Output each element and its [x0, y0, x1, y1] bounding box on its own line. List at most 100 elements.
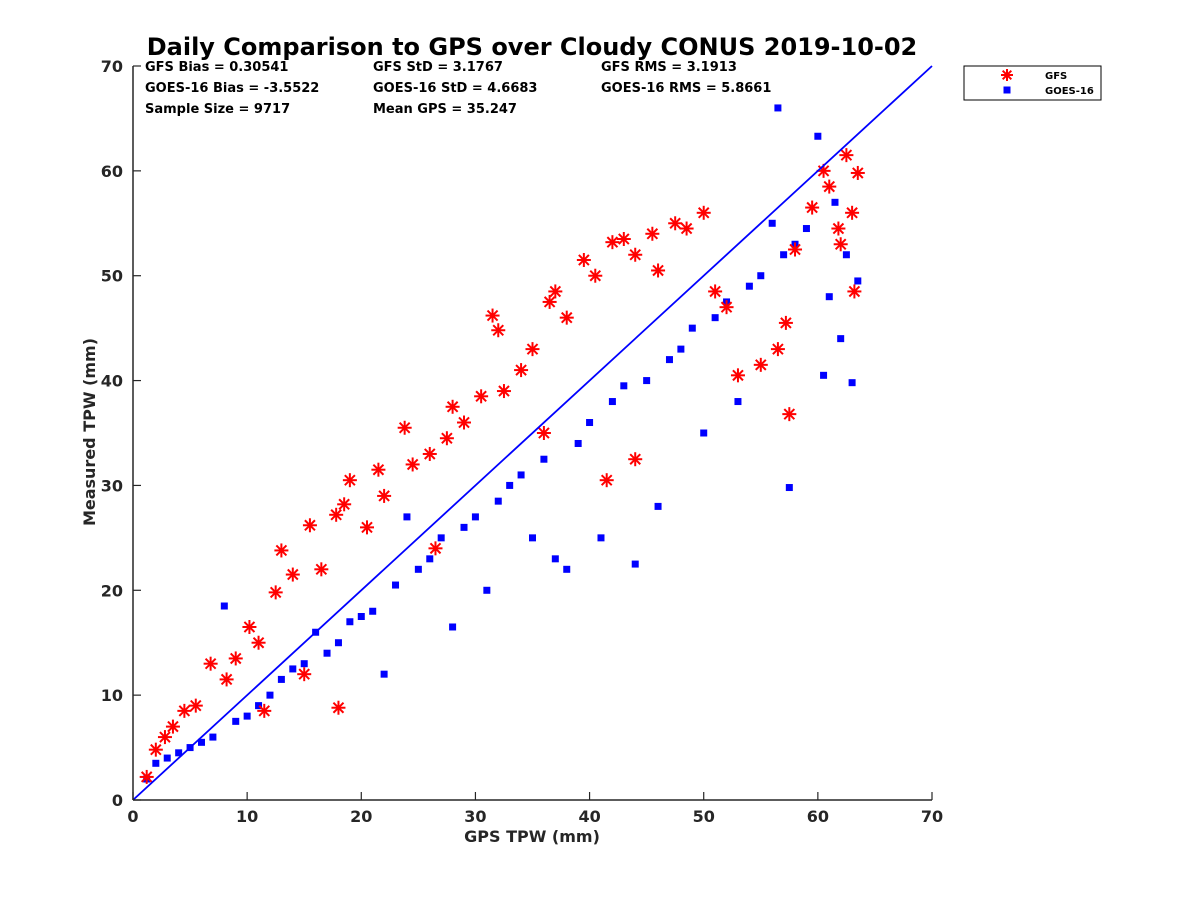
gfs-point — [297, 667, 312, 682]
gfs-point — [525, 342, 540, 357]
goes-point — [300, 660, 308, 668]
gfs-point — [668, 216, 683, 231]
stats-block: GFS Bias = 0.30541 GFS StD = 3.1767 GFS … — [145, 60, 771, 117]
gfs-point — [139, 769, 154, 784]
gfs-point — [845, 205, 860, 220]
y-tick-label: 0 — [112, 791, 123, 810]
goes-point — [197, 738, 205, 746]
goes-point — [494, 497, 502, 505]
x-tick-label: 0 — [127, 807, 138, 826]
gfs-point — [822, 179, 837, 194]
goes-point — [357, 613, 365, 620]
gfs-point — [542, 294, 557, 309]
goes-point — [163, 754, 171, 762]
goes-point — [483, 586, 491, 594]
y-tick-label: 10 — [101, 686, 123, 705]
gfs-point — [536, 426, 551, 440]
gfs-point — [708, 284, 723, 299]
x-tick-label: 30 — [464, 807, 486, 826]
axes: 0 10 20 30 40 50 60 70 0 10 20 30 40 50 60 70 — [101, 57, 943, 826]
gfs-point — [788, 242, 803, 257]
legend-goes-marker — [1003, 86, 1011, 94]
goes-point — [449, 623, 457, 631]
goes-point — [780, 251, 788, 259]
gfs-point — [268, 585, 283, 600]
gfs-point — [285, 567, 300, 582]
gfs-point — [219, 672, 234, 687]
stat-sample-size: Sample Size = 9717 — [145, 102, 290, 117]
goes-point — [334, 639, 342, 647]
x-tick-label: 10 — [236, 807, 258, 826]
goes-point — [574, 439, 582, 447]
legend: GFS GOES-16 — [963, 65, 1102, 101]
gfs-point — [302, 518, 317, 533]
gfs-point — [397, 420, 412, 435]
x-tick-label: 20 — [350, 807, 372, 826]
gfs-point — [188, 698, 203, 713]
stat-gfs-bias: GFS Bias = 0.30541 — [145, 60, 288, 75]
goes-point — [323, 649, 331, 657]
legend-box — [963, 65, 1102, 101]
goes-point — [563, 565, 571, 573]
goes-point — [831, 198, 839, 206]
gfs-point — [485, 308, 500, 323]
goes-point — [403, 513, 411, 521]
gfs-point — [177, 703, 192, 718]
gfs-point — [599, 473, 614, 488]
gfs-point — [778, 315, 793, 330]
series-gfs — [139, 148, 865, 784]
goes-point — [814, 132, 822, 140]
goes-point — [757, 272, 765, 280]
gfs-point — [628, 247, 643, 262]
gfs-point — [496, 384, 511, 399]
gfs-point — [833, 237, 848, 252]
gfs-point — [445, 399, 460, 414]
gfs-point — [782, 407, 797, 422]
goes-point — [517, 471, 525, 479]
goes-point — [529, 534, 536, 542]
gfs-point — [331, 700, 346, 715]
gfs-point — [548, 284, 563, 299]
goes-point — [437, 534, 445, 542]
goes-point — [608, 398, 616, 406]
gfs-point — [439, 431, 454, 446]
goes-point — [220, 602, 228, 610]
y-axis-label: Measured TPW (mm) — [80, 338, 99, 526]
gfs-point — [329, 507, 344, 522]
gfs-point — [342, 473, 357, 488]
gfs-point — [616, 232, 631, 247]
goes-point — [854, 277, 862, 285]
goes-point — [540, 455, 548, 463]
gfs-point — [242, 619, 257, 634]
goes-point — [551, 555, 559, 563]
legend-gfs-label: GFS — [1045, 71, 1067, 82]
goes-point — [243, 712, 251, 720]
goes-point — [688, 324, 696, 332]
goes-point — [506, 481, 514, 489]
gfs-point — [337, 497, 352, 512]
y-tick-label: 40 — [101, 372, 123, 391]
gfs-point — [274, 543, 289, 558]
stat-goes-bias: GOES-16 Bias = -3.5522 — [145, 81, 319, 96]
gfs-point — [719, 300, 734, 315]
gfs-point — [514, 363, 529, 378]
goes-point — [631, 560, 639, 568]
gfs-point — [628, 452, 643, 467]
goes-point — [380, 670, 388, 678]
goes-point — [460, 523, 468, 531]
gfs-point — [805, 200, 820, 215]
goes-point — [768, 219, 776, 227]
gfs-point — [847, 284, 862, 299]
gfs-point — [645, 226, 660, 241]
goes-point — [392, 581, 400, 589]
gfs-point — [474, 389, 489, 404]
gfs-point — [422, 446, 437, 461]
y-tick-label: 60 — [101, 162, 123, 181]
gfs-point — [576, 252, 591, 267]
gfs-point — [405, 457, 420, 472]
goes-point — [802, 225, 810, 233]
one-to-one-line — [132, 65, 933, 801]
stat-mean-gps: Mean GPS = 35.247 — [373, 102, 517, 117]
